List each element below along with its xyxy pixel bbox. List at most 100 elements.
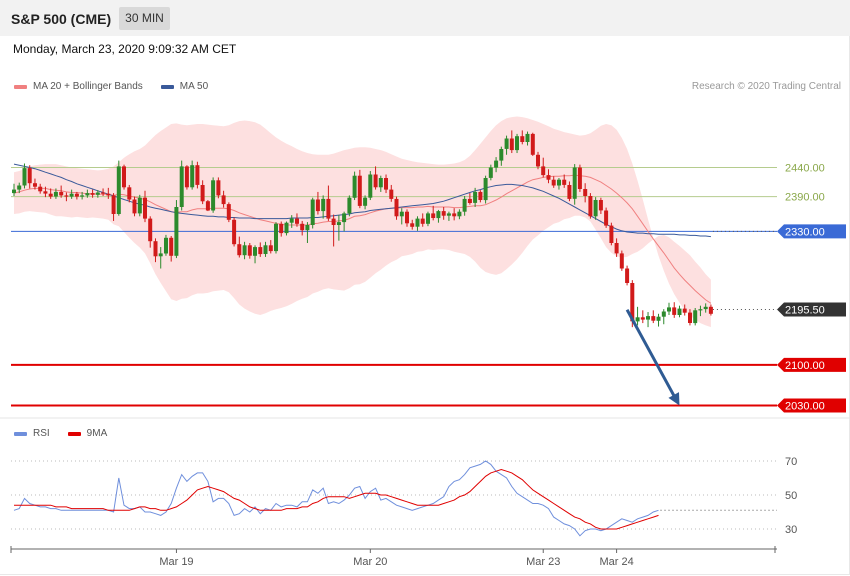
candle-body <box>525 133 530 142</box>
candle-body <box>394 198 399 217</box>
candle-body <box>347 197 352 214</box>
candle-body <box>373 174 378 188</box>
candle-body <box>263 245 268 254</box>
candle-body <box>211 180 216 211</box>
level-label: 2390.00 <box>785 192 825 204</box>
rsi-legend: RSI 9MA <box>14 428 107 439</box>
rsi-line <box>13 460 659 537</box>
candle-body <box>237 244 242 256</box>
level-label: 2440.00 <box>785 163 825 175</box>
candle-body <box>520 136 525 142</box>
candle-body <box>619 253 624 269</box>
x-tick-label: Mar 23 <box>526 556 560 568</box>
candle-body <box>431 213 436 218</box>
candle-body <box>164 237 168 254</box>
candle-body <box>268 245 273 252</box>
candle-body <box>363 197 368 206</box>
candle-body <box>635 317 640 322</box>
candle-body <box>609 225 614 243</box>
candle-body <box>59 191 64 196</box>
candle-body <box>426 213 430 224</box>
candle-body <box>85 193 90 196</box>
candle-body <box>625 268 630 283</box>
candle-body <box>184 166 189 188</box>
candle-body <box>158 253 163 257</box>
candle-body <box>22 168 27 186</box>
candle-body <box>305 225 310 231</box>
candle-body <box>101 192 106 194</box>
candle-body <box>226 204 231 220</box>
candle-body <box>504 138 509 149</box>
candle-body <box>499 149 504 161</box>
candle-body <box>677 308 682 315</box>
candle-body <box>357 175 362 206</box>
candle-body <box>95 192 100 195</box>
candle-body <box>378 178 383 188</box>
instrument-title: S&P 500 (CME) <box>11 11 112 27</box>
candle-body <box>205 201 210 211</box>
candle-body <box>494 160 499 168</box>
candle-body <box>452 213 457 217</box>
candle-body <box>106 193 111 196</box>
candle-body <box>562 179 567 185</box>
timeframe-badge[interactable]: 30 MIN <box>119 7 170 30</box>
candle-body <box>38 186 43 192</box>
ma20-legend-swatch <box>14 84 27 89</box>
candle-body <box>551 179 556 186</box>
candle-body <box>577 167 582 189</box>
candle-body <box>572 167 577 199</box>
candle-body <box>588 196 593 217</box>
candle-body <box>27 168 32 184</box>
candle-body <box>74 193 79 197</box>
candle-body <box>436 211 441 219</box>
candle-body <box>295 218 299 224</box>
candle-body <box>515 136 519 151</box>
candle-body <box>195 165 200 185</box>
candle-body <box>446 213 451 216</box>
price-legend: MA 20 + Bollinger Bands MA 50 <box>14 81 208 92</box>
candle-body <box>33 183 37 187</box>
level-tag <box>777 224 846 239</box>
candle-body <box>174 207 179 256</box>
forecast-arrow-head <box>668 392 680 406</box>
candle-body <box>598 200 603 211</box>
candle-body <box>441 211 446 216</box>
candle-body <box>583 189 588 196</box>
level-label: 2030.00 <box>785 400 825 412</box>
x-tick-label: Mar 24 <box>599 556 633 568</box>
candle-body <box>604 210 609 226</box>
candle-body <box>488 167 493 178</box>
candle-body <box>557 179 561 186</box>
candle-body <box>315 199 320 212</box>
candle-body <box>682 308 687 313</box>
x-tick-label: Mar 19 <box>159 556 193 568</box>
candle-body <box>389 189 394 199</box>
x-tick-label: Mar 20 <box>353 556 387 568</box>
research-credit: Research © 2020 Trading Central <box>691 81 841 92</box>
candle-body <box>12 189 16 194</box>
candle-body <box>478 191 483 200</box>
candle-body <box>43 191 48 194</box>
candle-body <box>536 154 540 167</box>
candle-body <box>221 195 226 205</box>
header-bar: S&P 500 (CME) 30 MIN <box>0 0 850 36</box>
candle-body <box>457 211 462 217</box>
candle-body <box>368 174 373 198</box>
candle-body <box>399 211 404 217</box>
candle-body <box>415 218 420 227</box>
candle-body <box>593 200 598 217</box>
candle-body <box>546 175 551 180</box>
rsi-tick-label: 30 <box>785 524 797 536</box>
candle-body <box>667 307 671 312</box>
candle-body <box>630 283 635 322</box>
ma20-legend-label: MA 20 + Bollinger Bands <box>33 81 143 92</box>
candle-body <box>179 166 184 207</box>
candle-body <box>530 133 535 155</box>
candle-body <box>646 316 650 320</box>
candle-body <box>708 306 713 314</box>
candle-body <box>143 197 147 219</box>
candle-body <box>122 166 126 188</box>
rsi-tick-label: 50 <box>785 490 797 502</box>
candle-body <box>405 211 409 224</box>
